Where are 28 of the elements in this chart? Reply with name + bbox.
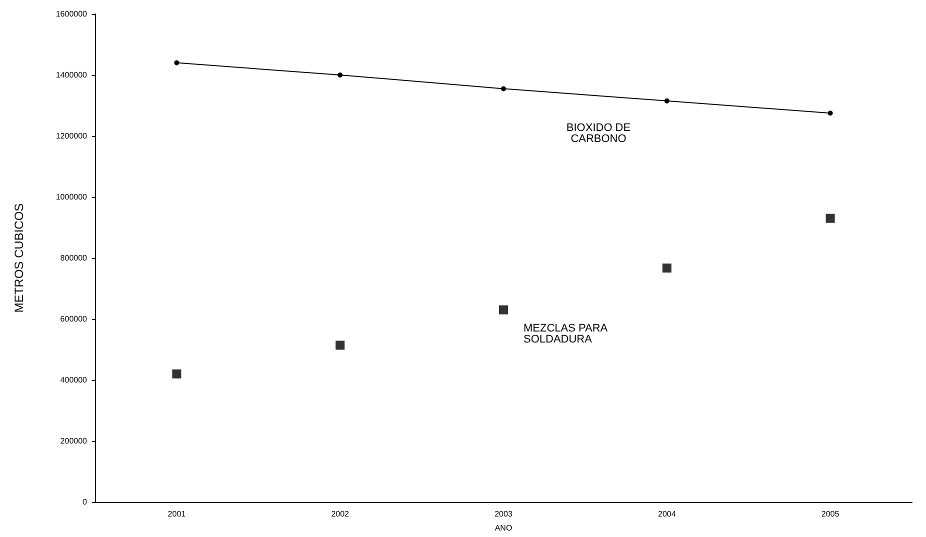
y-tick-label: 400000 (60, 376, 88, 384)
point (826, 214, 835, 223)
point (499, 305, 508, 314)
y-tick-label: 1400000 (56, 70, 88, 80)
y-axis-title: METROS CUBICOS (12, 203, 26, 313)
y-tick-label: 600000 (60, 314, 88, 324)
x-axis-title: ANO (494, 524, 512, 532)
text: BIOXIDO DE CARBONO (566, 122, 631, 146)
x-tick-label: 2002 (331, 510, 350, 518)
point (828, 110, 833, 116)
point (336, 340, 345, 350)
point (174, 60, 180, 66)
y-tick-label: 200000 (60, 436, 88, 446)
point (172, 369, 182, 378)
y-tick-label: 0 (82, 498, 88, 506)
x-tick-label: 2005 (821, 510, 840, 518)
series-label: MEZCLAS PARA SOLDADURA (524, 322, 608, 346)
point (501, 86, 506, 92)
x-tick-label: 2004 (658, 510, 676, 518)
point (664, 98, 670, 104)
x-tick-label: 2003 (494, 510, 513, 518)
x-tick-label: 2001 (168, 510, 186, 518)
y-tick-label: 1200000 (56, 132, 88, 140)
y-tick-label: 1600000 (56, 10, 88, 18)
point (338, 72, 343, 78)
y-tick-label: 1000000 (56, 192, 88, 202)
point (662, 264, 672, 273)
y-tick-label: 800000 (60, 254, 88, 262)
